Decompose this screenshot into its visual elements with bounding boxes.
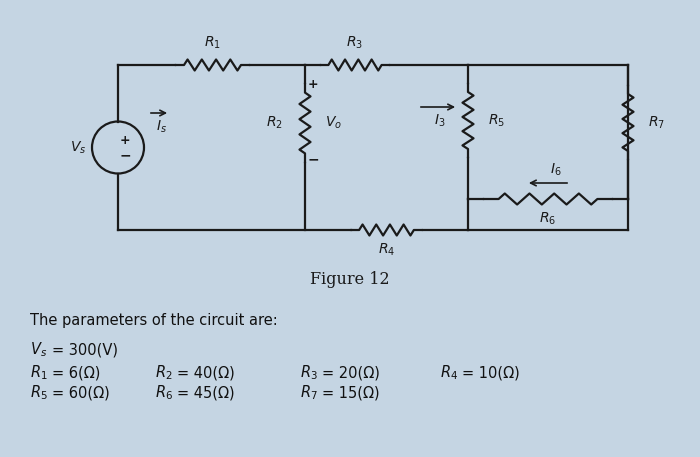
Text: = 15(Ω): = 15(Ω): [322, 386, 379, 400]
Text: $R_2$: $R_2$: [155, 364, 173, 383]
Text: −: −: [119, 149, 131, 163]
Text: The parameters of the circuit are:: The parameters of the circuit are:: [30, 313, 278, 328]
Text: $R_7$: $R_7$: [300, 383, 318, 402]
Text: $R_4$: $R_4$: [440, 364, 458, 383]
Text: $V_o$: $V_o$: [325, 115, 342, 131]
Text: = 60(Ω): = 60(Ω): [52, 386, 110, 400]
Text: $R_4$: $R_4$: [378, 242, 395, 258]
Text: −: −: [307, 152, 318, 166]
Text: $R_1$: $R_1$: [204, 35, 220, 51]
Text: $R_6$: $R_6$: [155, 383, 173, 402]
Text: $V_s$: $V_s$: [70, 139, 86, 156]
Text: +: +: [308, 79, 318, 91]
Text: = 10(Ω): = 10(Ω): [462, 366, 519, 381]
Text: $I_3$: $I_3$: [434, 113, 446, 129]
Text: = 6(Ω): = 6(Ω): [52, 366, 100, 381]
Text: $R_5$: $R_5$: [488, 112, 505, 129]
Text: = 40(Ω): = 40(Ω): [177, 366, 234, 381]
Text: $R_5$: $R_5$: [30, 383, 48, 402]
Text: = 300(V): = 300(V): [52, 342, 118, 357]
Text: $R_7$: $R_7$: [648, 114, 665, 131]
Text: $V_s$: $V_s$: [30, 340, 47, 359]
Text: $I_s$: $I_s$: [155, 119, 167, 135]
Text: Figure 12: Figure 12: [310, 271, 390, 288]
Text: $R_2$: $R_2$: [266, 115, 283, 131]
Text: $I_6$: $I_6$: [550, 162, 562, 178]
Text: +: +: [120, 134, 130, 147]
Text: $R_1$: $R_1$: [30, 364, 48, 383]
Text: = 45(Ω): = 45(Ω): [177, 386, 234, 400]
Text: = 20(Ω): = 20(Ω): [322, 366, 380, 381]
Text: $R_6$: $R_6$: [540, 211, 557, 227]
Text: $R_3$: $R_3$: [346, 35, 363, 51]
Text: $R_3$: $R_3$: [300, 364, 318, 383]
